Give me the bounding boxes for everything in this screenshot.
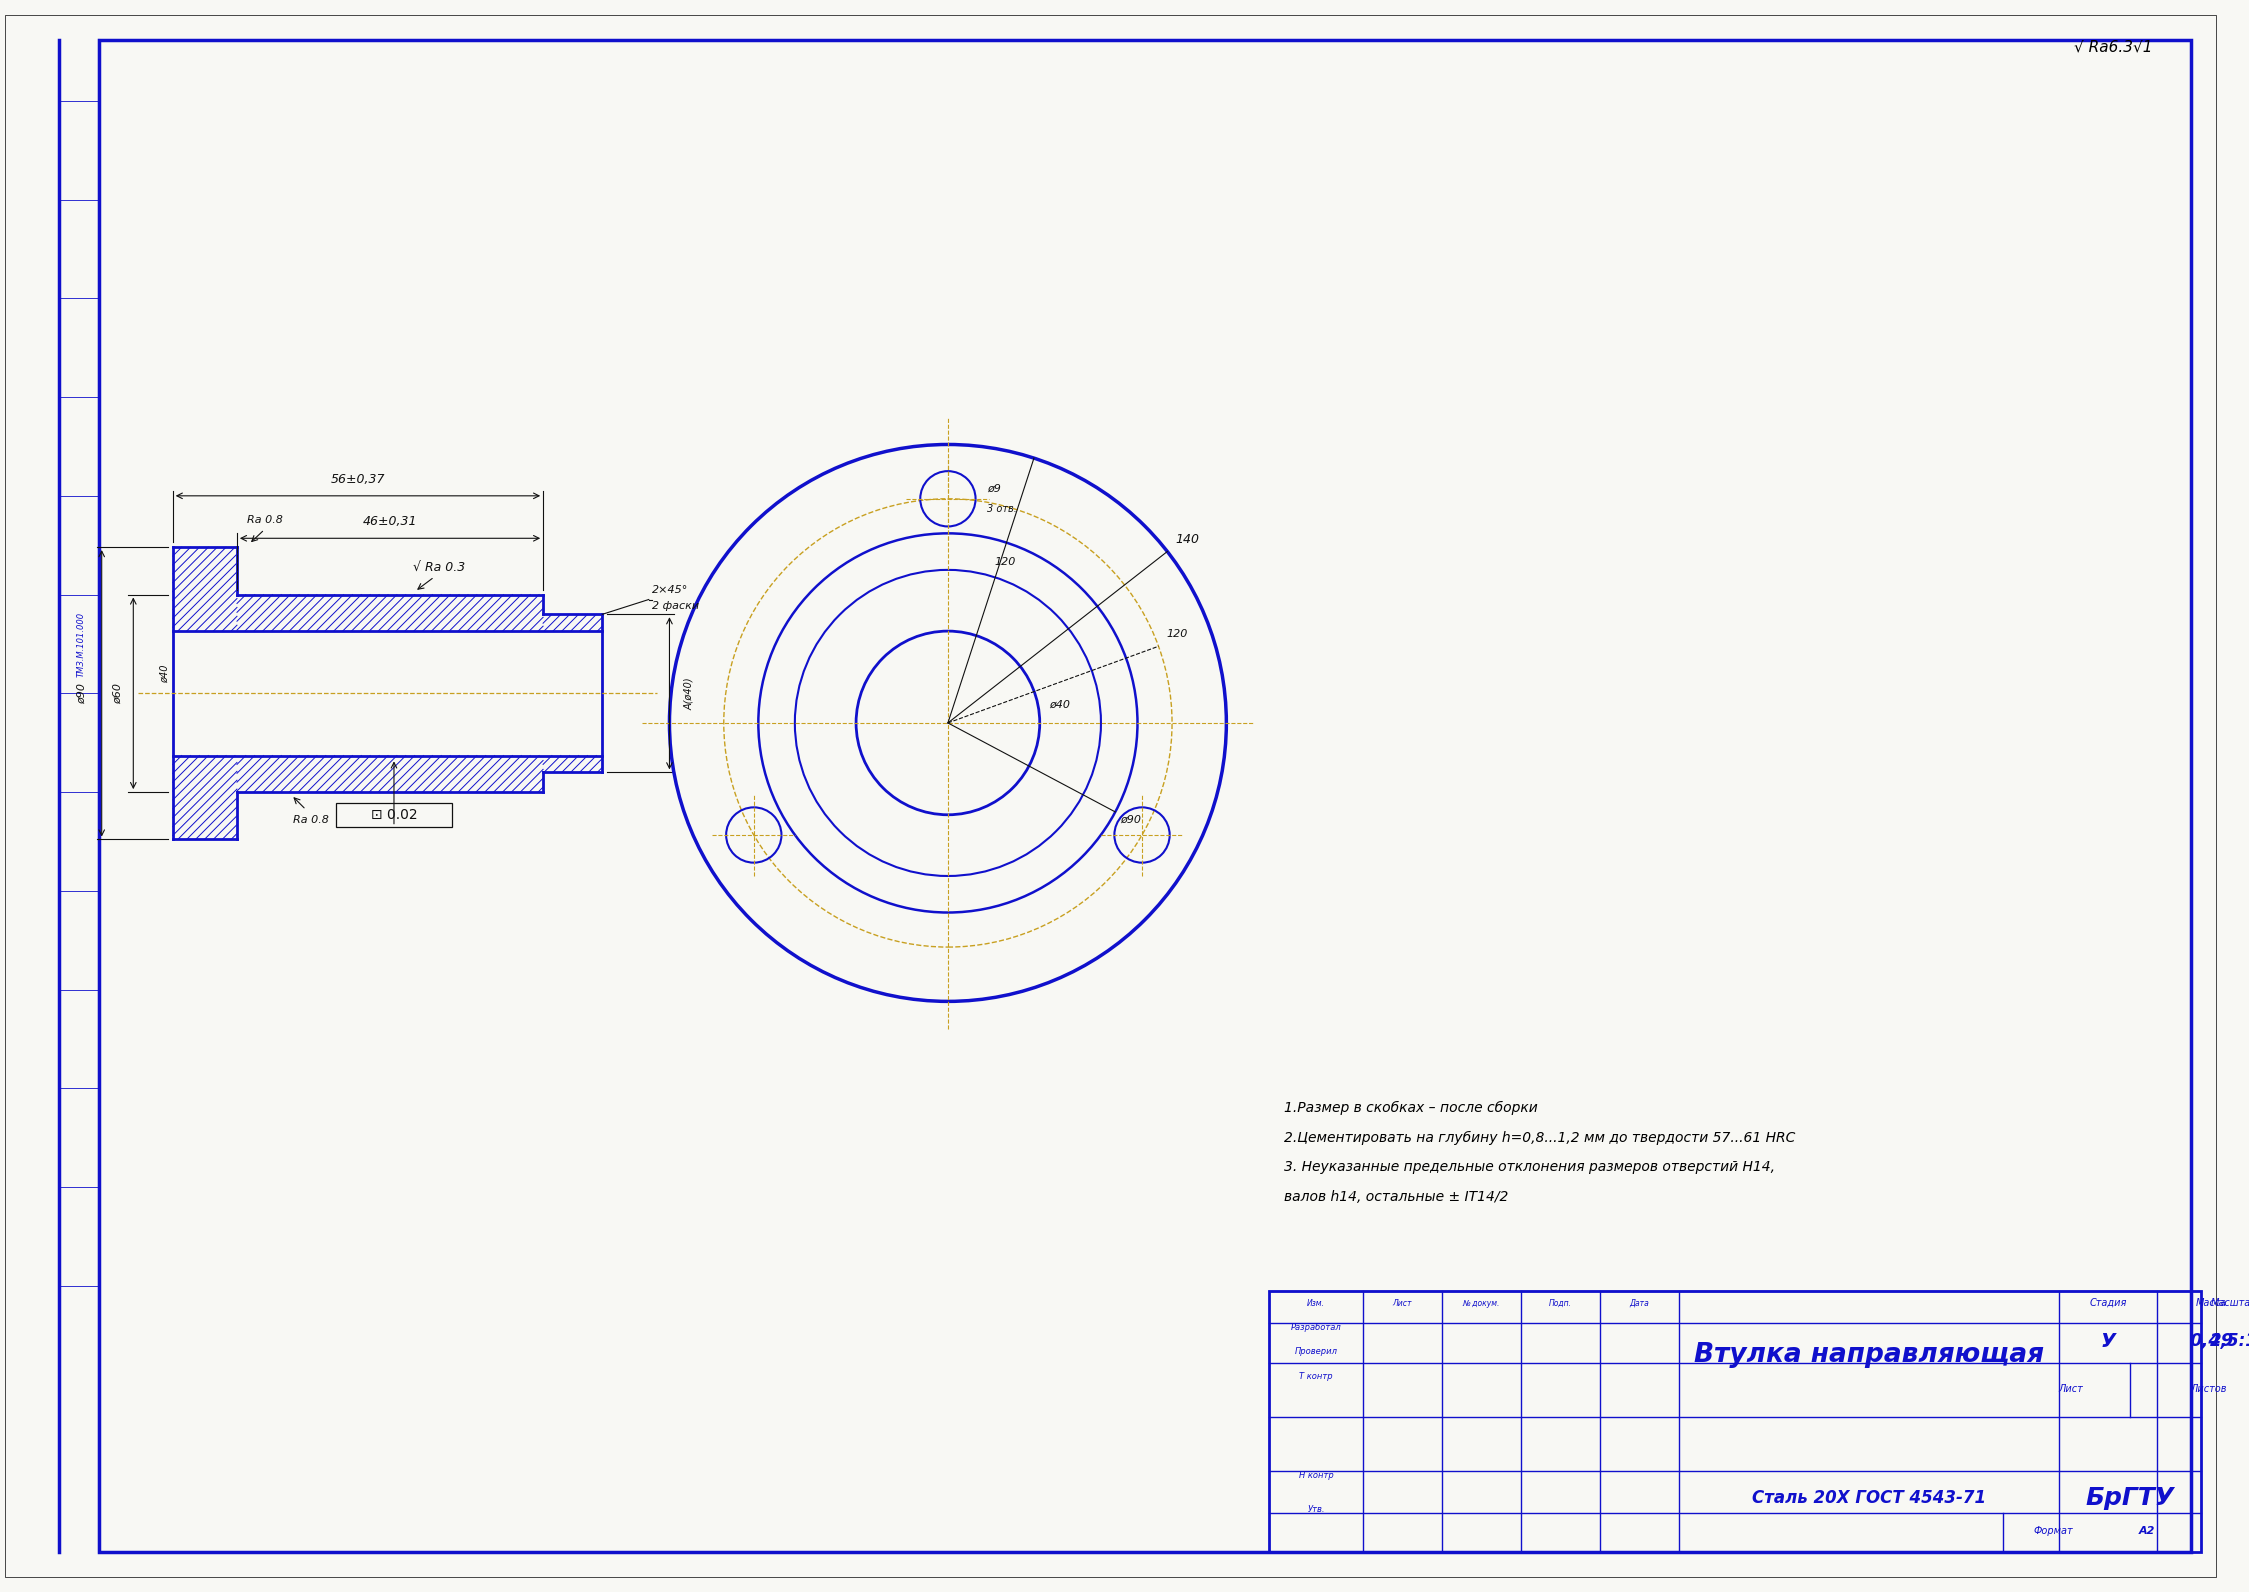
Text: Т контр: Т контр: [1300, 1372, 1334, 1382]
Text: 3. Неуказанные предельные отклонения размеров отверстий H14,: 3. Неуказанные предельные отклонения раз…: [1284, 1161, 1774, 1175]
Text: Ra 0.8: Ra 0.8: [247, 514, 283, 524]
Bar: [1268, 1291, 2202, 1552]
Text: 46±0,31: 46±0,31: [362, 514, 418, 529]
Text: ø9: ø9: [987, 484, 1001, 494]
Text: Листов: Листов: [2191, 1385, 2227, 1395]
Text: 3 отв.: 3 отв.: [987, 503, 1017, 514]
Text: Стадия: Стадия: [2089, 1297, 2128, 1307]
Text: 1.Размер в скобках – после сборки: 1.Размер в скобках – после сборки: [1284, 1102, 1538, 1114]
Text: √ Ra 0.3: √ Ra 0.3: [414, 560, 466, 573]
Text: Масса: Масса: [2197, 1297, 2227, 1307]
Text: 120: 120: [1167, 629, 1187, 640]
Text: 2.Цементировать на глубину h=0,8...1,2 мм до твердости 57...61 HRC: 2.Цементировать на глубину h=0,8...1,2 м…: [1284, 1130, 1795, 1145]
Text: Масштаб: Масштаб: [2211, 1297, 2249, 1307]
Text: Лист: Лист: [2058, 1385, 2083, 1395]
Text: Утв.: Утв.: [1307, 1506, 1325, 1514]
Text: ø40: ø40: [160, 664, 171, 683]
Text: № докум.: № докум.: [1462, 1299, 1500, 1309]
Text: ø40: ø40: [1050, 700, 1071, 710]
Text: 2,5:1: 2,5:1: [2209, 1333, 2249, 1350]
Text: А2: А2: [2139, 1525, 2155, 1536]
Bar: [335, 802, 452, 826]
Text: Н контр: Н контр: [1300, 1471, 1334, 1481]
Text: Дата: Дата: [1628, 1299, 1649, 1309]
Text: Проверил: Проверил: [1295, 1347, 1338, 1356]
Text: ТМЗ.М.101.000: ТМЗ.М.101.000: [76, 611, 85, 677]
Text: Ra 0.8: Ra 0.8: [292, 815, 328, 825]
Text: 2×45°: 2×45°: [652, 584, 688, 595]
Text: ⊡ 0.02: ⊡ 0.02: [371, 807, 418, 821]
Text: 56±0,37: 56±0,37: [331, 473, 385, 486]
Text: ø90: ø90: [1120, 815, 1140, 825]
Text: 140: 140: [1176, 533, 1199, 546]
Text: Формат: Формат: [2033, 1525, 2074, 1536]
Text: Изм.: Изм.: [1307, 1299, 1325, 1309]
Text: 0,49: 0,49: [2191, 1333, 2233, 1350]
Text: валов h14, остальные ± IT14/2: валов h14, остальные ± IT14/2: [1284, 1189, 1509, 1204]
Text: Втулка направляющая: Втулка направляющая: [1693, 1342, 2044, 1368]
Text: Лист: Лист: [1392, 1299, 1412, 1309]
Text: ø60: ø60: [112, 683, 121, 704]
Text: У: У: [2101, 1331, 2116, 1350]
Text: 2 фаски: 2 фаски: [652, 602, 699, 611]
Text: Сталь 20Х ГОСТ 4543-71: Сталь 20Х ГОСТ 4543-71: [1752, 1489, 1986, 1508]
Text: A(ø40): A(ø40): [684, 677, 695, 710]
Text: Разработал: Разработал: [1291, 1323, 1343, 1333]
Text: √ Ra6.3√1: √ Ra6.3√1: [2074, 40, 2152, 54]
Text: 120: 120: [994, 557, 1017, 567]
Text: БрГТУ: БрГТУ: [2085, 1485, 2175, 1511]
Text: Подп.: Подп.: [1550, 1299, 1572, 1309]
Text: ø90: ø90: [76, 683, 88, 704]
